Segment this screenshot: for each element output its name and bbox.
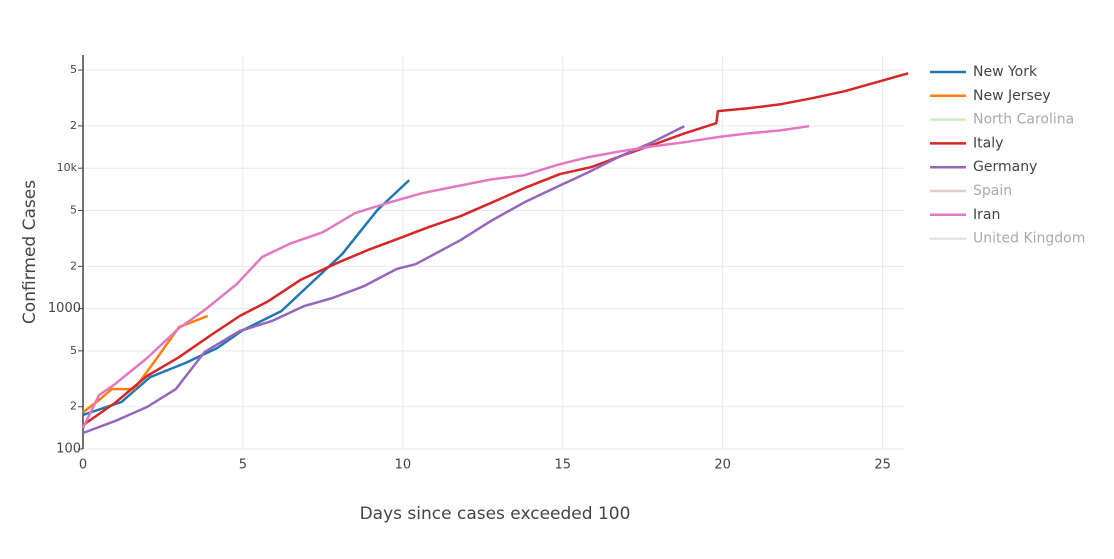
y-tick-label: 2 — [70, 400, 77, 413]
legend-label: Iran — [973, 207, 1000, 223]
series-line — [82, 72, 909, 427]
legend-item[interactable]: Italy — [930, 135, 1003, 151]
x-tick-label: 15 — [554, 458, 571, 473]
legend-item[interactable]: North Carolina — [930, 112, 1074, 128]
y-tick-label: 1000 — [48, 301, 81, 316]
y-tick-label: 5 — [70, 344, 77, 357]
y-tick-label: 2 — [70, 119, 77, 132]
series-line — [82, 314, 209, 414]
legend-label: Germany — [973, 159, 1037, 175]
y-tick-label: 100 — [56, 442, 81, 457]
legend-item[interactable]: Germany — [930, 159, 1037, 175]
legend-item[interactable]: New York — [930, 64, 1038, 80]
series-line — [82, 179, 411, 417]
legend-label: Spain — [973, 183, 1012, 199]
y-tick-label: 10k — [57, 161, 78, 174]
y-tick-label: 2 — [70, 259, 77, 272]
legend-label: United Kingdom — [973, 231, 1085, 247]
legend-item[interactable]: Iran — [930, 207, 1000, 223]
legend-label: New York — [973, 64, 1038, 80]
y-tick-label: 5 — [70, 203, 77, 216]
legend-item[interactable]: Spain — [930, 183, 1012, 199]
y-axis-title: Confirmed Cases — [20, 180, 40, 324]
series-line — [81, 124, 810, 429]
legend-label: New Jersey — [973, 88, 1051, 104]
x-tick-label: 0 — [79, 458, 87, 473]
x-tick-label: 25 — [874, 458, 891, 473]
series-line — [82, 125, 685, 435]
y-tick-label: 5 — [70, 63, 77, 76]
x-tick-label: 10 — [395, 458, 412, 473]
legend-label: Italy — [973, 135, 1003, 151]
x-tick-label: 5 — [239, 458, 247, 473]
x-axis-title: Days since cases exceeded 100 — [360, 504, 631, 524]
legend-item[interactable]: United Kingdom — [930, 231, 1085, 247]
x-tick-label: 20 — [714, 458, 731, 473]
legend-label: North Carolina — [973, 112, 1074, 128]
grid — [82, 55, 905, 450]
legend-item[interactable]: New Jersey — [930, 88, 1051, 104]
